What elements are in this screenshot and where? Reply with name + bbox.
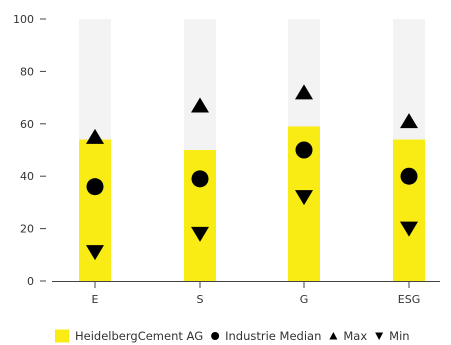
legend: HeidelbergCement AG Industrie Median Max Mi… xyxy=(55,329,410,343)
x-tick-label-esg: ESG xyxy=(398,293,420,306)
max-point-s xyxy=(191,97,209,113)
y-tick-label-100: 100 xyxy=(13,13,34,26)
min-point-esg xyxy=(400,221,418,237)
legend-label-bar: HeidelbergCement AG xyxy=(75,329,203,343)
bar-esg xyxy=(393,139,425,281)
legend-label-max: Max xyxy=(343,329,367,343)
min-point-e xyxy=(86,245,104,261)
legend-swatch-min xyxy=(375,332,384,340)
bar-s xyxy=(184,150,216,281)
y-tick-label-80: 80 xyxy=(20,65,34,78)
median-point-g xyxy=(295,141,313,159)
max-point-e xyxy=(86,128,104,144)
min-point-g xyxy=(295,190,313,206)
y-tick-label-60: 60 xyxy=(20,118,34,131)
legend-swatch-median xyxy=(211,332,220,340)
median-point-e xyxy=(86,178,104,196)
legend-swatch-max xyxy=(329,332,338,340)
median-point-s xyxy=(191,170,209,188)
y-tick-label-0: 0 xyxy=(27,275,34,288)
y-tick-label-20: 20 xyxy=(20,223,34,236)
y-tick-label-40: 40 xyxy=(20,170,34,183)
legend-label-median: Industrie Median xyxy=(225,329,321,343)
median-point-esg xyxy=(400,167,418,185)
min-point-s xyxy=(191,226,209,242)
x-tick-label-g: G xyxy=(300,293,309,306)
legend-swatch-bar xyxy=(55,329,69,343)
legend-label-min: Min xyxy=(389,329,409,343)
x-tick-label-s: S xyxy=(197,293,204,306)
max-point-g xyxy=(295,84,313,100)
x-tick-label-e: E xyxy=(92,293,99,306)
max-point-esg xyxy=(400,113,418,129)
plot-area xyxy=(79,19,425,281)
